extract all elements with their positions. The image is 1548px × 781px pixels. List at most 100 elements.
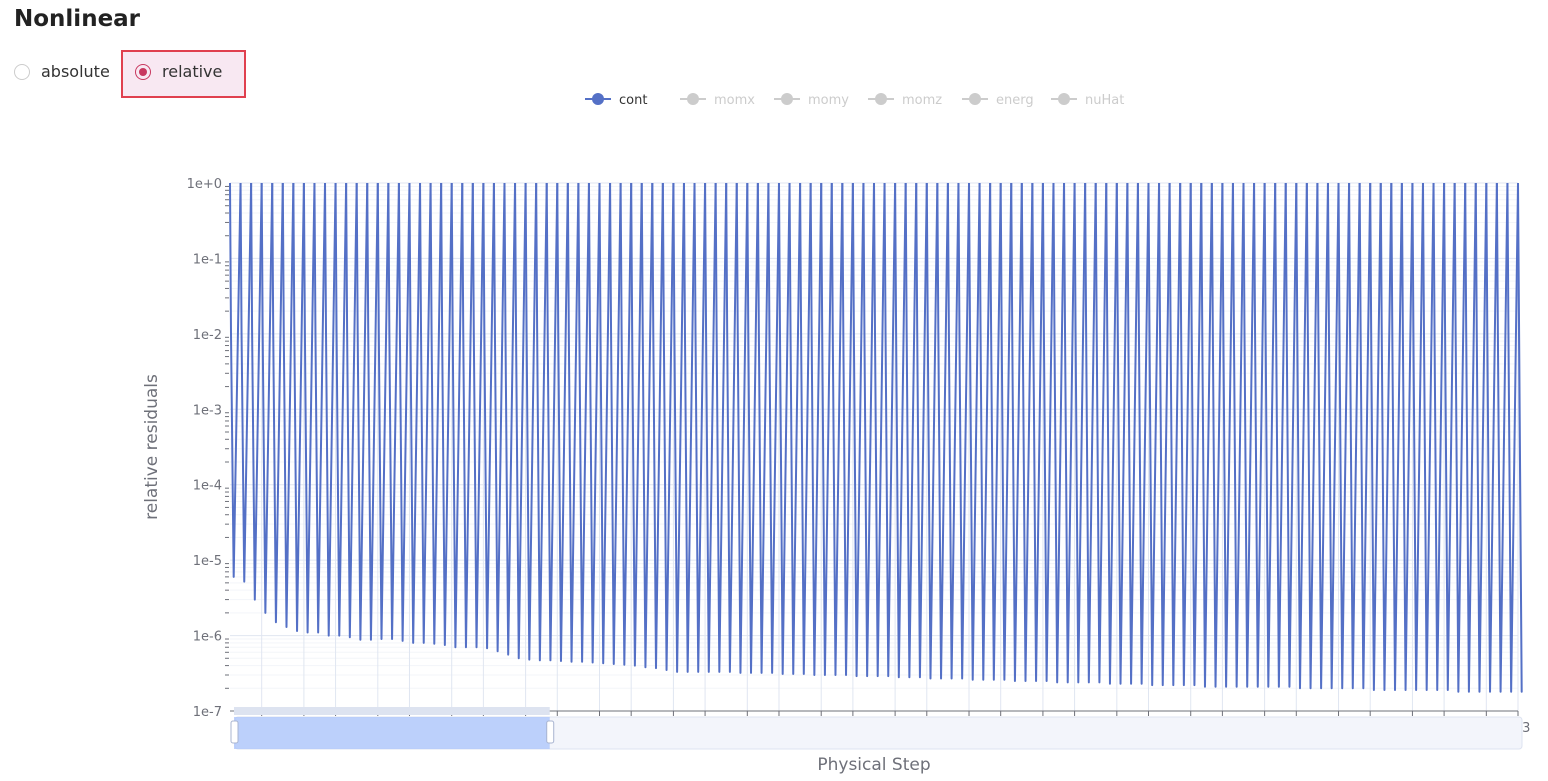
radio-circle-icon (14, 63, 30, 80)
series-cont-step (1041, 182, 1055, 682)
series-cont-step (672, 182, 685, 673)
datazoom-slider (230, 707, 1523, 750)
series-cont-step (313, 182, 327, 634)
legend-label: cont (619, 93, 647, 108)
series-cont-step (345, 182, 358, 639)
series-cont-step (904, 182, 918, 679)
series-cont-step (820, 182, 833, 677)
series-cont (229, 182, 1523, 693)
y-tick-label: 1e-5 (193, 554, 222, 569)
series-cont-step (1158, 182, 1171, 687)
series-cont-step (830, 182, 844, 677)
series-cont-step (630, 182, 643, 667)
series-cont-step (682, 182, 696, 673)
radio-checked-icon (135, 63, 151, 80)
series-cont-step (1126, 182, 1139, 685)
series-cont-step (514, 182, 527, 660)
series-cont-step (503, 182, 517, 656)
series-cont-step (492, 182, 506, 653)
series-cont-step (1031, 182, 1044, 682)
series-cont-step (1305, 182, 1319, 690)
series-cont-step (1231, 182, 1245, 688)
series-cont-step (355, 182, 369, 641)
series-cont-step (482, 182, 495, 650)
y-tick-label: 1e+0 (187, 177, 222, 192)
series-cont-step (1485, 182, 1498, 693)
series-cont-step (1411, 182, 1424, 691)
series-cont-step (989, 182, 1002, 681)
series-cont-step (915, 182, 928, 679)
legend-marker-icon (875, 93, 887, 105)
series-cont-step (999, 182, 1013, 681)
series-cont-step (1253, 182, 1266, 688)
datazoom-window (234, 717, 550, 749)
series-cont-step (281, 182, 295, 628)
y-tick-label: 1e-3 (193, 403, 222, 418)
radio-label: relative (162, 62, 223, 81)
series-cont-step (1010, 182, 1023, 682)
series-cont-step (640, 182, 654, 669)
series-cont-step (1242, 182, 1256, 688)
y-tick-label: 1e-2 (193, 328, 222, 343)
legend-item-energ[interactable]: energ (962, 93, 1034, 108)
y-tick-label: 1e-1 (193, 252, 222, 267)
legend-label: momx (714, 93, 755, 108)
series-cont-step (1517, 182, 1523, 693)
series-cont-step (250, 182, 263, 601)
series-cont-step (756, 182, 770, 674)
series-cont-step (440, 182, 453, 646)
series-cont-step (271, 182, 284, 624)
series-cont-step (1390, 182, 1403, 691)
datazoom-move-handle[interactable] (234, 707, 550, 715)
series-cont-step (1295, 182, 1308, 690)
series-cont-step (609, 182, 622, 665)
datazoom-resize-handle[interactable] (546, 720, 555, 744)
legend-item-momx[interactable]: momx (680, 93, 755, 108)
series-cont-step (704, 182, 717, 673)
series-cont-step (1263, 182, 1277, 688)
series-cont-step (1421, 182, 1435, 691)
series-cont-step (1179, 182, 1192, 687)
series-cont-step (799, 182, 812, 675)
series-cont-step (883, 182, 897, 678)
legend-item-momy[interactable]: momy (774, 93, 849, 108)
series-cont-step (1052, 182, 1066, 684)
legend-label: momz (902, 93, 942, 108)
legend-item-nuHat[interactable]: nuHat (1051, 93, 1124, 108)
series-cont-step (387, 182, 400, 641)
series-cont-step (292, 182, 305, 632)
series-cont-step (1063, 182, 1076, 684)
series-cont-step (334, 182, 348, 637)
series-cont-step (841, 182, 854, 677)
series-cont-step (1136, 182, 1150, 685)
series-cont-step (1210, 182, 1224, 688)
series-cont-step (239, 182, 253, 583)
series-cont-step (545, 182, 559, 662)
series-cont-step (556, 182, 569, 663)
series-cont-step (809, 182, 823, 677)
series-cont-step (1221, 182, 1234, 688)
series-cont-step (693, 182, 707, 673)
legend-label: energ (996, 93, 1034, 108)
series-cont-step (936, 182, 949, 680)
series-cont-step (735, 182, 749, 674)
radio-absolute[interactable]: absolute (14, 62, 110, 81)
series-cont-step (450, 182, 464, 649)
series-cont-step (260, 182, 274, 614)
series-cont-step (408, 182, 422, 644)
series-cont-step (397, 182, 411, 642)
legend-item-cont[interactable]: cont (585, 93, 647, 108)
series-cont-step (1506, 182, 1519, 693)
series-cont-step (714, 182, 728, 673)
series-cont-step (1200, 182, 1213, 688)
datazoom-resize-handle[interactable] (230, 720, 239, 744)
legend-label: momy (808, 93, 849, 108)
series-cont-step (1432, 182, 1446, 691)
series-cont-step (873, 182, 886, 678)
series-cont-step (1337, 182, 1351, 690)
radio-relative[interactable]: relative (135, 62, 222, 81)
series-cont-step (1168, 182, 1182, 687)
series-cont-step (229, 182, 242, 578)
legend-item-momz[interactable]: momz (868, 93, 942, 108)
